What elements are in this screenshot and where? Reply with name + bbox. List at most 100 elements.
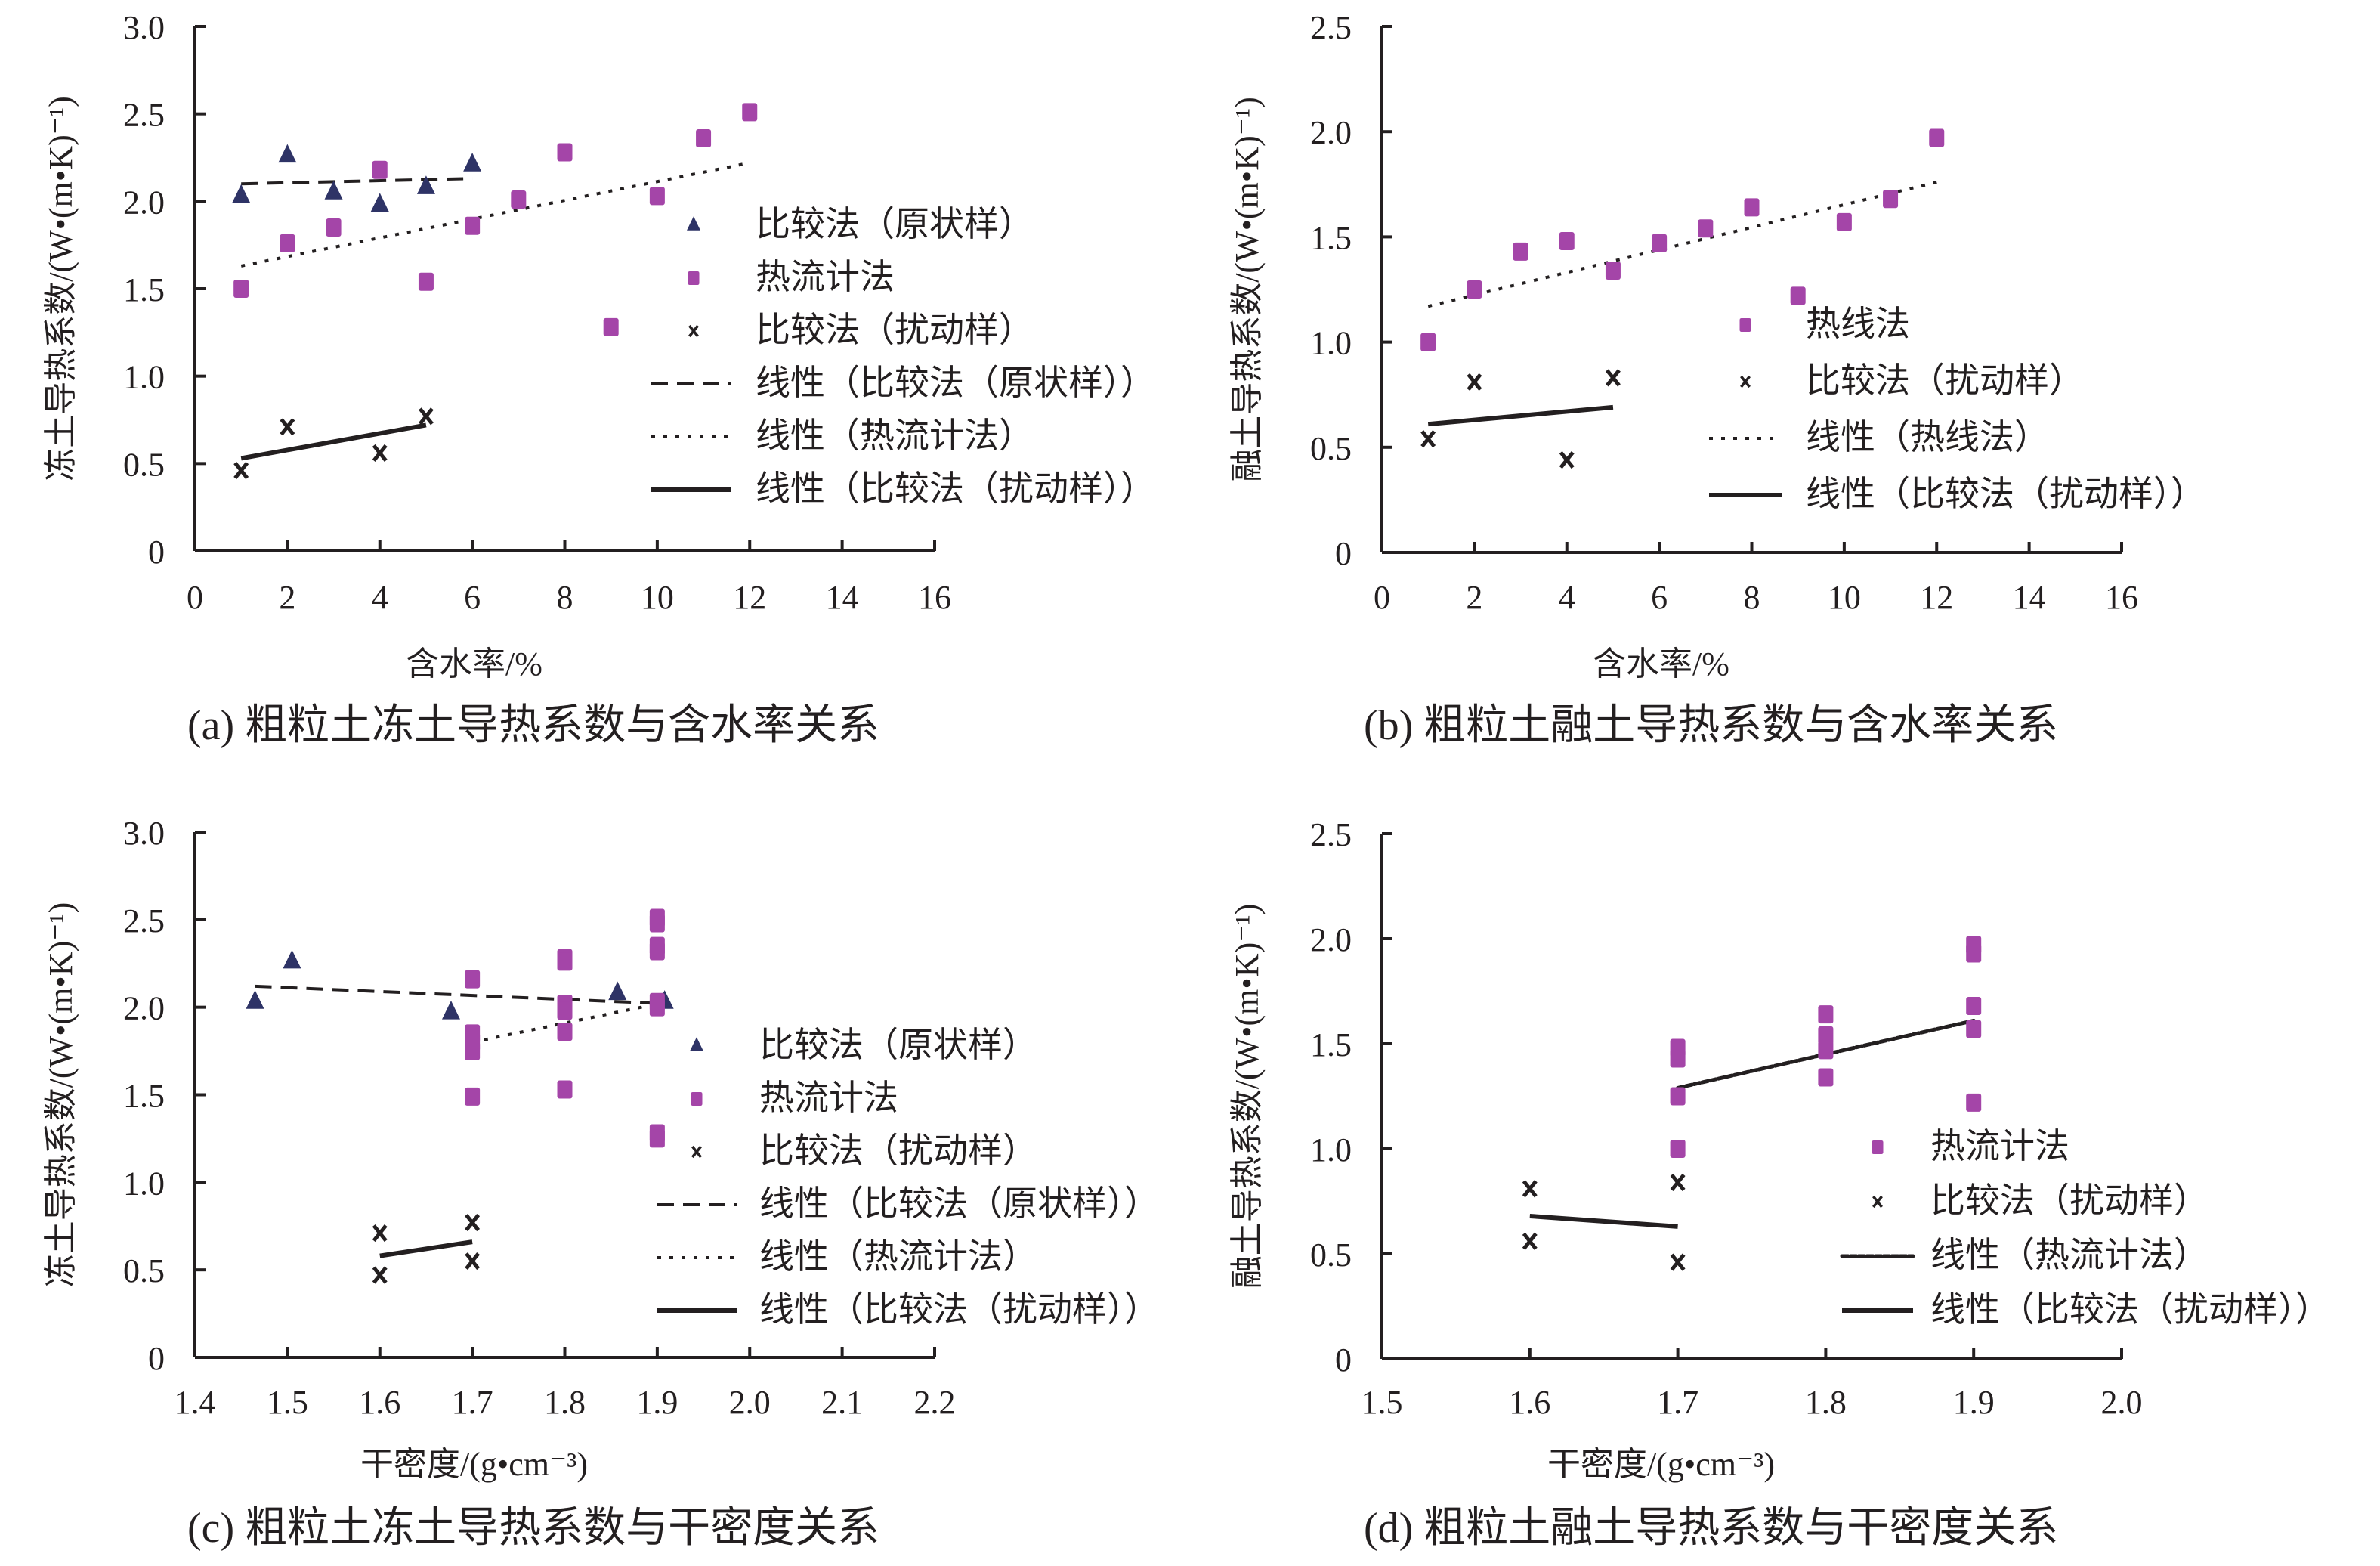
- chart-caption: (b) 粗粒土融土导热系数与含水率关系: [1364, 702, 2058, 749]
- data-point-square: [696, 129, 712, 148]
- x-tick-label: 2.1: [821, 1384, 863, 1421]
- data-point-square: [1652, 234, 1668, 252]
- x-tick-label: 2.0: [2101, 1384, 2143, 1421]
- data-point-square: [1818, 1005, 1834, 1024]
- x-tick-label: 10: [641, 579, 674, 616]
- chart-b: 0 0.5 1.0 1.5 2.0 2.5 0 2 4 6 8 10 12 14 16 含水率/% 融土导热系数…: [1229, 9, 2205, 749]
- legend-marker-square: [691, 1092, 703, 1106]
- data-point-square: [1818, 1026, 1834, 1045]
- data-point-square: [1966, 944, 1982, 963]
- data-point-square: [557, 1001, 573, 1020]
- data-point-cross: [233, 462, 249, 480]
- legend-marker-square: [688, 271, 700, 285]
- trendline: [1427, 404, 1614, 427]
- y-tick-label: 1.5: [1310, 219, 1352, 256]
- data-point-triangle: [232, 184, 251, 203]
- x-tick-label: 4: [372, 579, 388, 616]
- y-axis-title: 融土导热系数/(W•(m•K)⁻¹): [1229, 904, 1266, 1289]
- x-tick-label: 0: [187, 579, 203, 616]
- legend-label: 热线法: [1806, 305, 1910, 343]
- chart-caption: (a) 粗粒土冻土导热系数与含水率关系: [187, 702, 879, 749]
- data-point-square: [1818, 1068, 1834, 1087]
- data-point-cross: [280, 418, 295, 436]
- x-tick-label: 6: [1651, 579, 1668, 616]
- y-axis-title: 冻土导热系数/(W•(m•K)⁻¹): [42, 96, 79, 481]
- data-point-triangle: [441, 1001, 460, 1020]
- x-tick-label: 8: [557, 579, 573, 616]
- data-point-square: [326, 218, 342, 237]
- data-point-cross: [465, 1252, 481, 1270]
- y-tick-label: 1.0: [1310, 325, 1352, 362]
- y-tick-label: 1.5: [1310, 1026, 1352, 1063]
- data-point-square: [280, 234, 295, 252]
- data-point-triangle: [246, 990, 264, 1009]
- data-point-triangle: [278, 144, 297, 163]
- y-tick-label: 2.0: [1310, 921, 1352, 958]
- data-point-cross: [1670, 1173, 1686, 1192]
- data-point-square: [603, 317, 619, 336]
- x-tick-label: 0: [1374, 579, 1390, 616]
- x-tick-label: 16: [918, 579, 951, 616]
- data-point-square: [649, 1129, 665, 1148]
- y-tick-label: 2.0: [1310, 114, 1352, 151]
- data-point-square: [1836, 212, 1852, 231]
- trendline: [471, 1000, 667, 1044]
- legend-label: 线性（比较法（扰动样））: [759, 1290, 1159, 1329]
- y-tick-label: 0: [1335, 535, 1352, 572]
- data-point-square: [1420, 333, 1436, 351]
- data-point-square: [1605, 261, 1621, 280]
- legend-label: 比较法（扰动样）: [1930, 1181, 2208, 1220]
- data-point-square: [372, 160, 388, 179]
- legend-marker-square: [1739, 318, 1751, 332]
- data-point-square: [649, 187, 665, 206]
- y-tick-label: 3.0: [123, 9, 165, 46]
- data-point-square: [1670, 1140, 1686, 1158]
- x-tick-label: 1.4: [175, 1384, 216, 1421]
- x-tick-label: 2: [279, 579, 295, 616]
- y-tick-label: 1.0: [123, 1165, 165, 1202]
- trendline: [379, 1239, 473, 1258]
- data-point-cross: [1605, 369, 1621, 387]
- data-point-square: [465, 970, 481, 989]
- trendline: [255, 984, 667, 1006]
- legend-label: 线性（比较法（扰动样））: [1930, 1290, 2330, 1329]
- chart-caption: (d) 粗粒土融土导热系数与干密度关系: [1364, 1505, 2058, 1552]
- x-tick-label: 1.6: [359, 1384, 400, 1421]
- legend-label: 热流计法: [1930, 1127, 2069, 1165]
- legend-label: 线性（热线法）: [1806, 418, 2049, 456]
- data-point-square: [418, 272, 434, 291]
- x-tick-label: 1.9: [636, 1384, 678, 1421]
- data-point-square: [465, 216, 481, 235]
- x-tick-label: 1.5: [267, 1384, 308, 1421]
- y-tick-label: 0: [1335, 1342, 1352, 1379]
- data-point-square: [557, 1023, 573, 1041]
- data-point-square: [1966, 996, 1982, 1015]
- data-point-triangle: [463, 153, 482, 172]
- trendline: [240, 422, 427, 461]
- legend-label: 比较法（原状样）: [759, 1026, 1037, 1064]
- x-tick-label: 1.7: [1657, 1384, 1698, 1421]
- x-tick-label: 8: [1744, 579, 1760, 616]
- chart-d: 0 0.5 1.0 1.5 2.0 2.5 1.5 1.6 1.7 1.8 1.9 2.0 干密度/(g…: [1229, 816, 2330, 1552]
- data-point-square: [1818, 1041, 1834, 1060]
- data-point-cross: [1420, 430, 1436, 448]
- x-tick-label: 1.5: [1362, 1384, 1403, 1421]
- data-point-square: [1929, 128, 1945, 147]
- legend-label: 热流计法: [756, 258, 895, 296]
- data-point-square: [1883, 190, 1899, 209]
- y-tick-label: 2.0: [123, 184, 165, 221]
- y-tick-label: 1.5: [123, 271, 165, 308]
- x-tick-label: 1.6: [1509, 1384, 1550, 1421]
- data-point-square: [233, 280, 249, 298]
- data-point-cross: [1522, 1180, 1538, 1198]
- data-point-square: [465, 1087, 481, 1106]
- data-point-square: [1467, 280, 1482, 299]
- data-point-square: [1670, 1087, 1686, 1106]
- trendline: [1529, 1213, 1678, 1229]
- x-tick-label: 1.8: [544, 1384, 586, 1421]
- legend-label: 热流计法: [759, 1079, 898, 1117]
- y-tick-label: 0: [148, 534, 165, 571]
